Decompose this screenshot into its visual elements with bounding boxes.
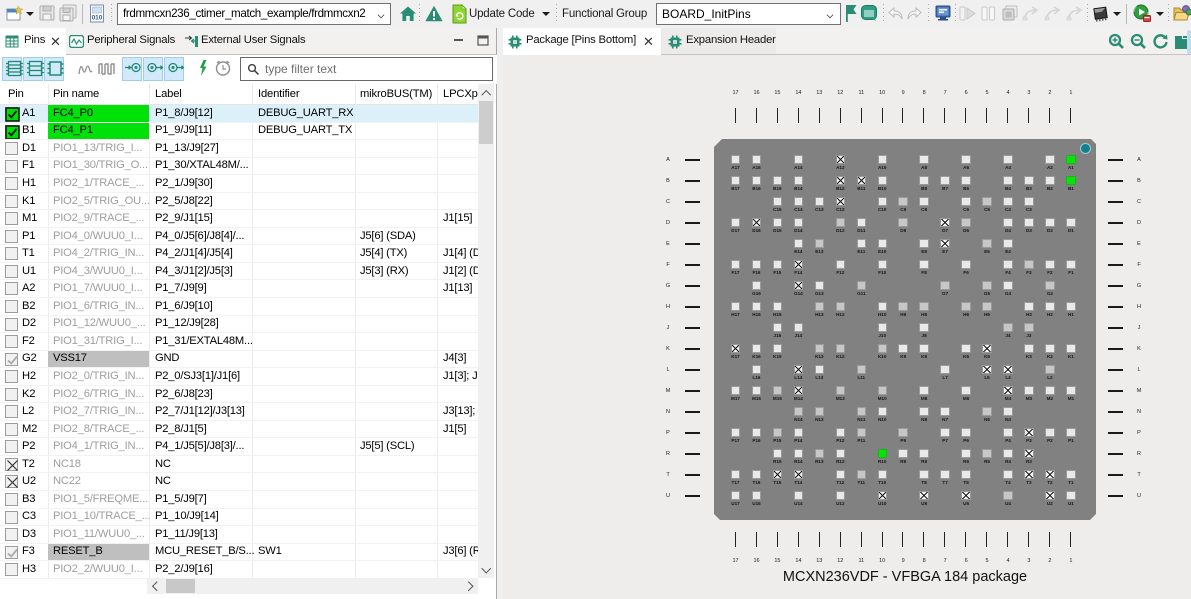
svg-text:010: 010 xyxy=(92,15,103,22)
